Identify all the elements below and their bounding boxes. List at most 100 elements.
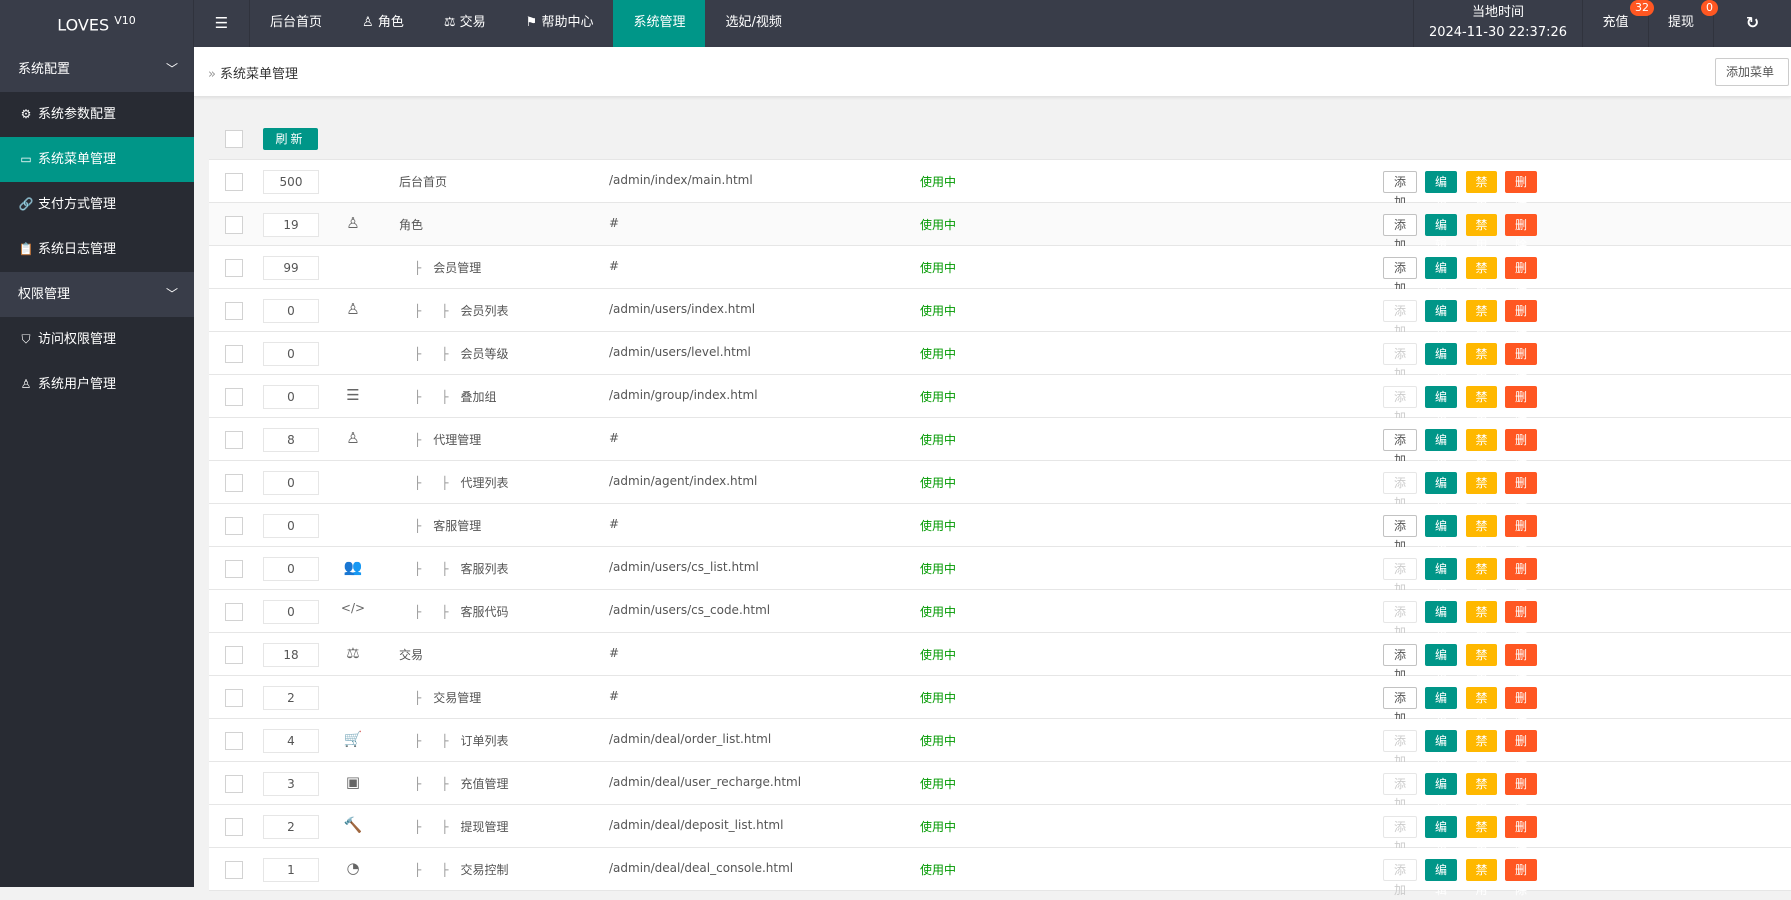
- sidebar-item[interactable]: ⚙ 系统参数配置: [0, 92, 194, 137]
- row-checkbox[interactable]: [225, 689, 243, 707]
- delete-button[interactable]: 删除: [1505, 214, 1537, 252]
- row-checkbox[interactable]: [225, 302, 243, 320]
- delete-button[interactable]: 删除: [1505, 816, 1537, 854]
- sort-input[interactable]: 0: [263, 471, 319, 495]
- row-checkbox[interactable]: [225, 431, 243, 449]
- row-checkbox[interactable]: [225, 173, 243, 191]
- delete-button[interactable]: 删除: [1505, 687, 1537, 725]
- row-checkbox[interactable]: [225, 775, 243, 793]
- disable-button[interactable]: 禁用: [1466, 773, 1497, 811]
- sort-input[interactable]: 0: [263, 514, 319, 538]
- sidebar-item[interactable]: 🔗 支付方式管理: [0, 182, 194, 227]
- add-button[interactable]: 添加: [1383, 644, 1417, 682]
- edit-button[interactable]: 编辑: [1425, 214, 1457, 252]
- edit-button[interactable]: 编辑: [1425, 730, 1457, 768]
- sort-input[interactable]: 2: [263, 815, 319, 839]
- edit-button[interactable]: 编辑: [1425, 472, 1457, 510]
- select-all-checkbox[interactable]: [225, 130, 243, 148]
- sort-input[interactable]: 2: [263, 686, 319, 710]
- edit-button[interactable]: 编辑: [1425, 687, 1457, 725]
- row-checkbox[interactable]: [225, 560, 243, 578]
- row-checkbox[interactable]: [225, 646, 243, 664]
- sort-input[interactable]: 0: [263, 385, 319, 409]
- sort-input[interactable]: 0: [263, 557, 319, 581]
- recharge-button[interactable]: 充值 32: [1583, 0, 1654, 47]
- sort-input[interactable]: 0: [263, 600, 319, 624]
- delete-button[interactable]: 删除: [1505, 386, 1537, 424]
- logo[interactable]: LOVES V10: [0, 0, 194, 47]
- disable-button[interactable]: 禁用: [1466, 429, 1497, 467]
- sidebar-item[interactable]: ▭ 系统菜单管理: [0, 137, 194, 182]
- sort-input[interactable]: 99: [263, 256, 319, 280]
- add-menu-button[interactable]: 添加菜单: [1715, 58, 1789, 86]
- refresh-icon[interactable]: ↻: [1745, 13, 1760, 32]
- row-checkbox[interactable]: [225, 818, 243, 836]
- row-checkbox[interactable]: [225, 474, 243, 492]
- row-checkbox[interactable]: [225, 861, 243, 879]
- withdraw-button[interactable]: 提现 0: [1649, 0, 1718, 47]
- disable-button[interactable]: 禁用: [1466, 816, 1497, 854]
- add-button[interactable]: 添加: [1383, 214, 1417, 252]
- delete-button[interactable]: 删除: [1505, 644, 1537, 682]
- disable-button[interactable]: 禁用: [1466, 644, 1497, 682]
- disable-button[interactable]: 禁用: [1466, 343, 1497, 381]
- sort-input[interactable]: 1: [263, 858, 319, 882]
- sort-input[interactable]: 8: [263, 428, 319, 452]
- disable-button[interactable]: 禁用: [1466, 730, 1497, 768]
- sidebar-item[interactable]: ♙ 系统用户管理: [0, 362, 194, 407]
- disable-button[interactable]: 禁用: [1466, 558, 1497, 596]
- delete-button[interactable]: 删除: [1505, 601, 1537, 639]
- sort-input[interactable]: 3: [263, 772, 319, 796]
- edit-button[interactable]: 编辑: [1425, 257, 1457, 295]
- edit-button[interactable]: 编辑: [1425, 386, 1457, 424]
- sort-input[interactable]: 4: [263, 729, 319, 753]
- row-checkbox[interactable]: [225, 259, 243, 277]
- row-checkbox[interactable]: [225, 388, 243, 406]
- sort-input[interactable]: 0: [263, 342, 319, 366]
- delete-button[interactable]: 删除: [1505, 472, 1537, 510]
- delete-button[interactable]: 删除: [1505, 257, 1537, 295]
- sidebar-group[interactable]: 系统配置 ﹀: [0, 47, 194, 92]
- delete-button[interactable]: 删除: [1505, 859, 1537, 897]
- edit-button[interactable]: 编辑: [1425, 515, 1457, 553]
- delete-button[interactable]: 删除: [1505, 515, 1537, 553]
- disable-button[interactable]: 禁用: [1466, 214, 1497, 252]
- delete-button[interactable]: 删除: [1505, 429, 1537, 467]
- delete-button[interactable]: 删除: [1505, 730, 1537, 768]
- sidebar-item[interactable]: ⛉ 访问权限管理: [0, 317, 194, 362]
- nav-item[interactable]: ⚖ 交易: [424, 0, 506, 47]
- add-button[interactable]: 添加: [1383, 687, 1417, 725]
- edit-button[interactable]: 编辑: [1425, 343, 1457, 381]
- edit-button[interactable]: 编辑: [1425, 644, 1457, 682]
- row-checkbox[interactable]: [225, 732, 243, 750]
- delete-button[interactable]: 删除: [1505, 558, 1537, 596]
- row-checkbox[interactable]: [225, 345, 243, 363]
- nav-item[interactable]: 系统管理: [613, 0, 706, 47]
- edit-button[interactable]: 编辑: [1425, 859, 1457, 897]
- add-button[interactable]: 添加: [1383, 257, 1417, 295]
- disable-button[interactable]: 禁用: [1466, 257, 1497, 295]
- delete-button[interactable]: 删除: [1505, 300, 1537, 338]
- edit-button[interactable]: 编辑: [1425, 429, 1457, 467]
- row-checkbox[interactable]: [225, 216, 243, 234]
- sidebar-group[interactable]: 权限管理 ﹀: [0, 272, 194, 317]
- sort-input[interactable]: 19: [263, 213, 319, 237]
- add-button[interactable]: 添加: [1383, 429, 1417, 467]
- add-button[interactable]: 添加: [1383, 171, 1417, 209]
- sort-input[interactable]: 18: [263, 643, 319, 667]
- nav-item[interactable]: ⚑ 帮助中心: [506, 0, 614, 47]
- edit-button[interactable]: 编辑: [1425, 300, 1457, 338]
- sort-input[interactable]: 0: [263, 299, 319, 323]
- edit-button[interactable]: 编辑: [1425, 601, 1457, 639]
- add-button[interactable]: 添加: [1383, 515, 1417, 553]
- sidebar-item[interactable]: 📋 系统日志管理: [0, 227, 194, 272]
- disable-button[interactable]: 禁用: [1466, 601, 1497, 639]
- nav-item[interactable]: 选妃/视频: [705, 0, 801, 47]
- disable-button[interactable]: 禁用: [1466, 386, 1497, 424]
- disable-button[interactable]: 禁用: [1466, 687, 1497, 725]
- nav-item[interactable]: ♙ 角色: [342, 0, 424, 47]
- disable-button[interactable]: 禁用: [1466, 171, 1497, 209]
- delete-button[interactable]: 删除: [1505, 773, 1537, 811]
- edit-button[interactable]: 编辑: [1425, 558, 1457, 596]
- sidebar-toggle-icon[interactable]: ☰: [194, 0, 250, 47]
